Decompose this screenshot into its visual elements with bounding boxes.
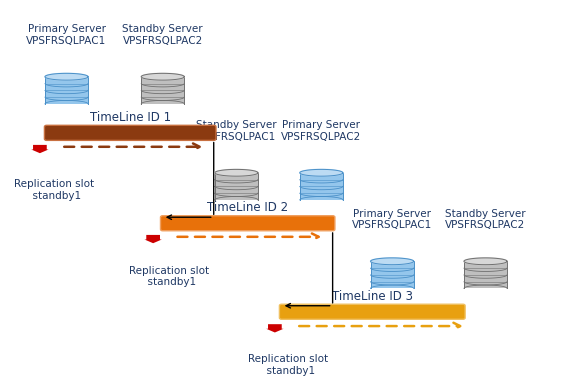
Polygon shape: [215, 169, 258, 176]
Polygon shape: [141, 73, 184, 80]
Polygon shape: [215, 173, 258, 200]
Text: Standby Server
VPSFRSQLPAC2: Standby Server VPSFRSQLPAC2: [445, 209, 526, 230]
Polygon shape: [141, 77, 184, 104]
Text: Primary Server
VPSFRSQLPAC1: Primary Server VPSFRSQLPAC1: [352, 209, 432, 230]
Text: Replication slot
  standby1: Replication slot standby1: [14, 179, 94, 201]
Polygon shape: [370, 261, 414, 288]
Polygon shape: [300, 169, 343, 176]
Polygon shape: [145, 235, 162, 243]
Polygon shape: [464, 261, 507, 288]
FancyBboxPatch shape: [279, 304, 465, 319]
Text: TimeLine ID 3: TimeLine ID 3: [332, 290, 413, 304]
Polygon shape: [300, 173, 343, 200]
Polygon shape: [45, 77, 88, 104]
Polygon shape: [464, 258, 507, 265]
Text: Replication slot
  standby1: Replication slot standby1: [129, 266, 209, 287]
Polygon shape: [45, 73, 88, 80]
Text: Standby Server
VPSFRSQLPAC1: Standby Server VPSFRSQLPAC1: [196, 120, 277, 142]
FancyBboxPatch shape: [160, 216, 335, 231]
Text: Standby Server
VPSFRSQLPAC2: Standby Server VPSFRSQLPAC2: [122, 24, 203, 46]
Text: TimeLine ID 2: TimeLine ID 2: [207, 201, 288, 214]
Text: TimeLine ID 1: TimeLine ID 1: [90, 111, 171, 124]
Polygon shape: [266, 324, 283, 332]
Text: Primary Server
VPSFRSQLPAC1: Primary Server VPSFRSQLPAC1: [26, 24, 106, 46]
Text: Primary Server
VPSFRSQLPAC2: Primary Server VPSFRSQLPAC2: [281, 120, 361, 142]
Text: Replication slot
  standby1: Replication slot standby1: [248, 354, 328, 376]
Polygon shape: [370, 258, 414, 265]
FancyBboxPatch shape: [44, 125, 216, 140]
Polygon shape: [31, 145, 48, 153]
